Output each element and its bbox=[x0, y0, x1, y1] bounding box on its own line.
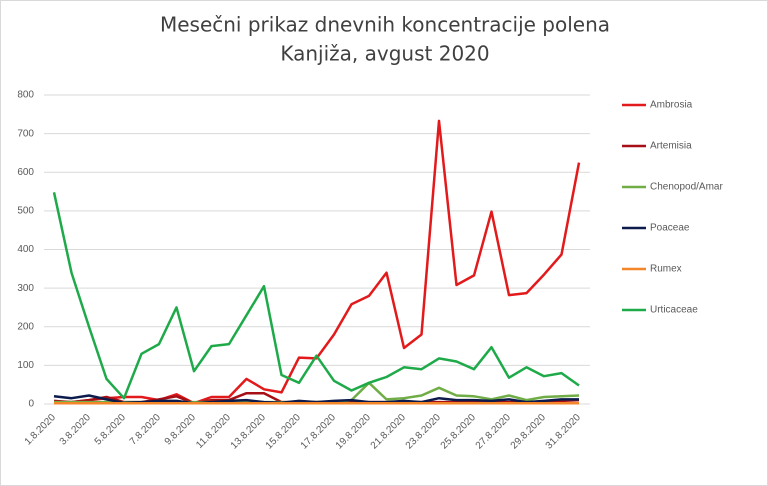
y-tick-label: 200 bbox=[17, 321, 34, 332]
legend-label: Chenopod/Amar bbox=[650, 182, 723, 193]
series-line bbox=[52, 192, 580, 400]
chart-title: Mesečni prikaz dnevnih koncentracije pol… bbox=[160, 13, 610, 37]
legend-label: Artemisia bbox=[650, 141, 692, 152]
y-tick-label: 300 bbox=[17, 283, 34, 294]
y-tick-label: 800 bbox=[17, 90, 34, 101]
chart-subtitle: Kanjiža, avgust 2020 bbox=[280, 42, 489, 66]
y-tick-label: 0 bbox=[28, 399, 34, 410]
legend-label: Urticaceae bbox=[650, 305, 698, 316]
series-line bbox=[54, 119, 581, 405]
y-tick-label: 700 bbox=[17, 128, 34, 139]
legend-label: Rumex bbox=[650, 264, 682, 275]
y-tick-label: 600 bbox=[17, 167, 34, 178]
y-tick-label: 500 bbox=[17, 206, 34, 217]
y-tick-label: 100 bbox=[17, 360, 34, 371]
y-tick-label: 400 bbox=[17, 244, 34, 255]
legend-label: Poaceae bbox=[650, 223, 690, 234]
legend-label: Ambrosia bbox=[650, 100, 693, 111]
